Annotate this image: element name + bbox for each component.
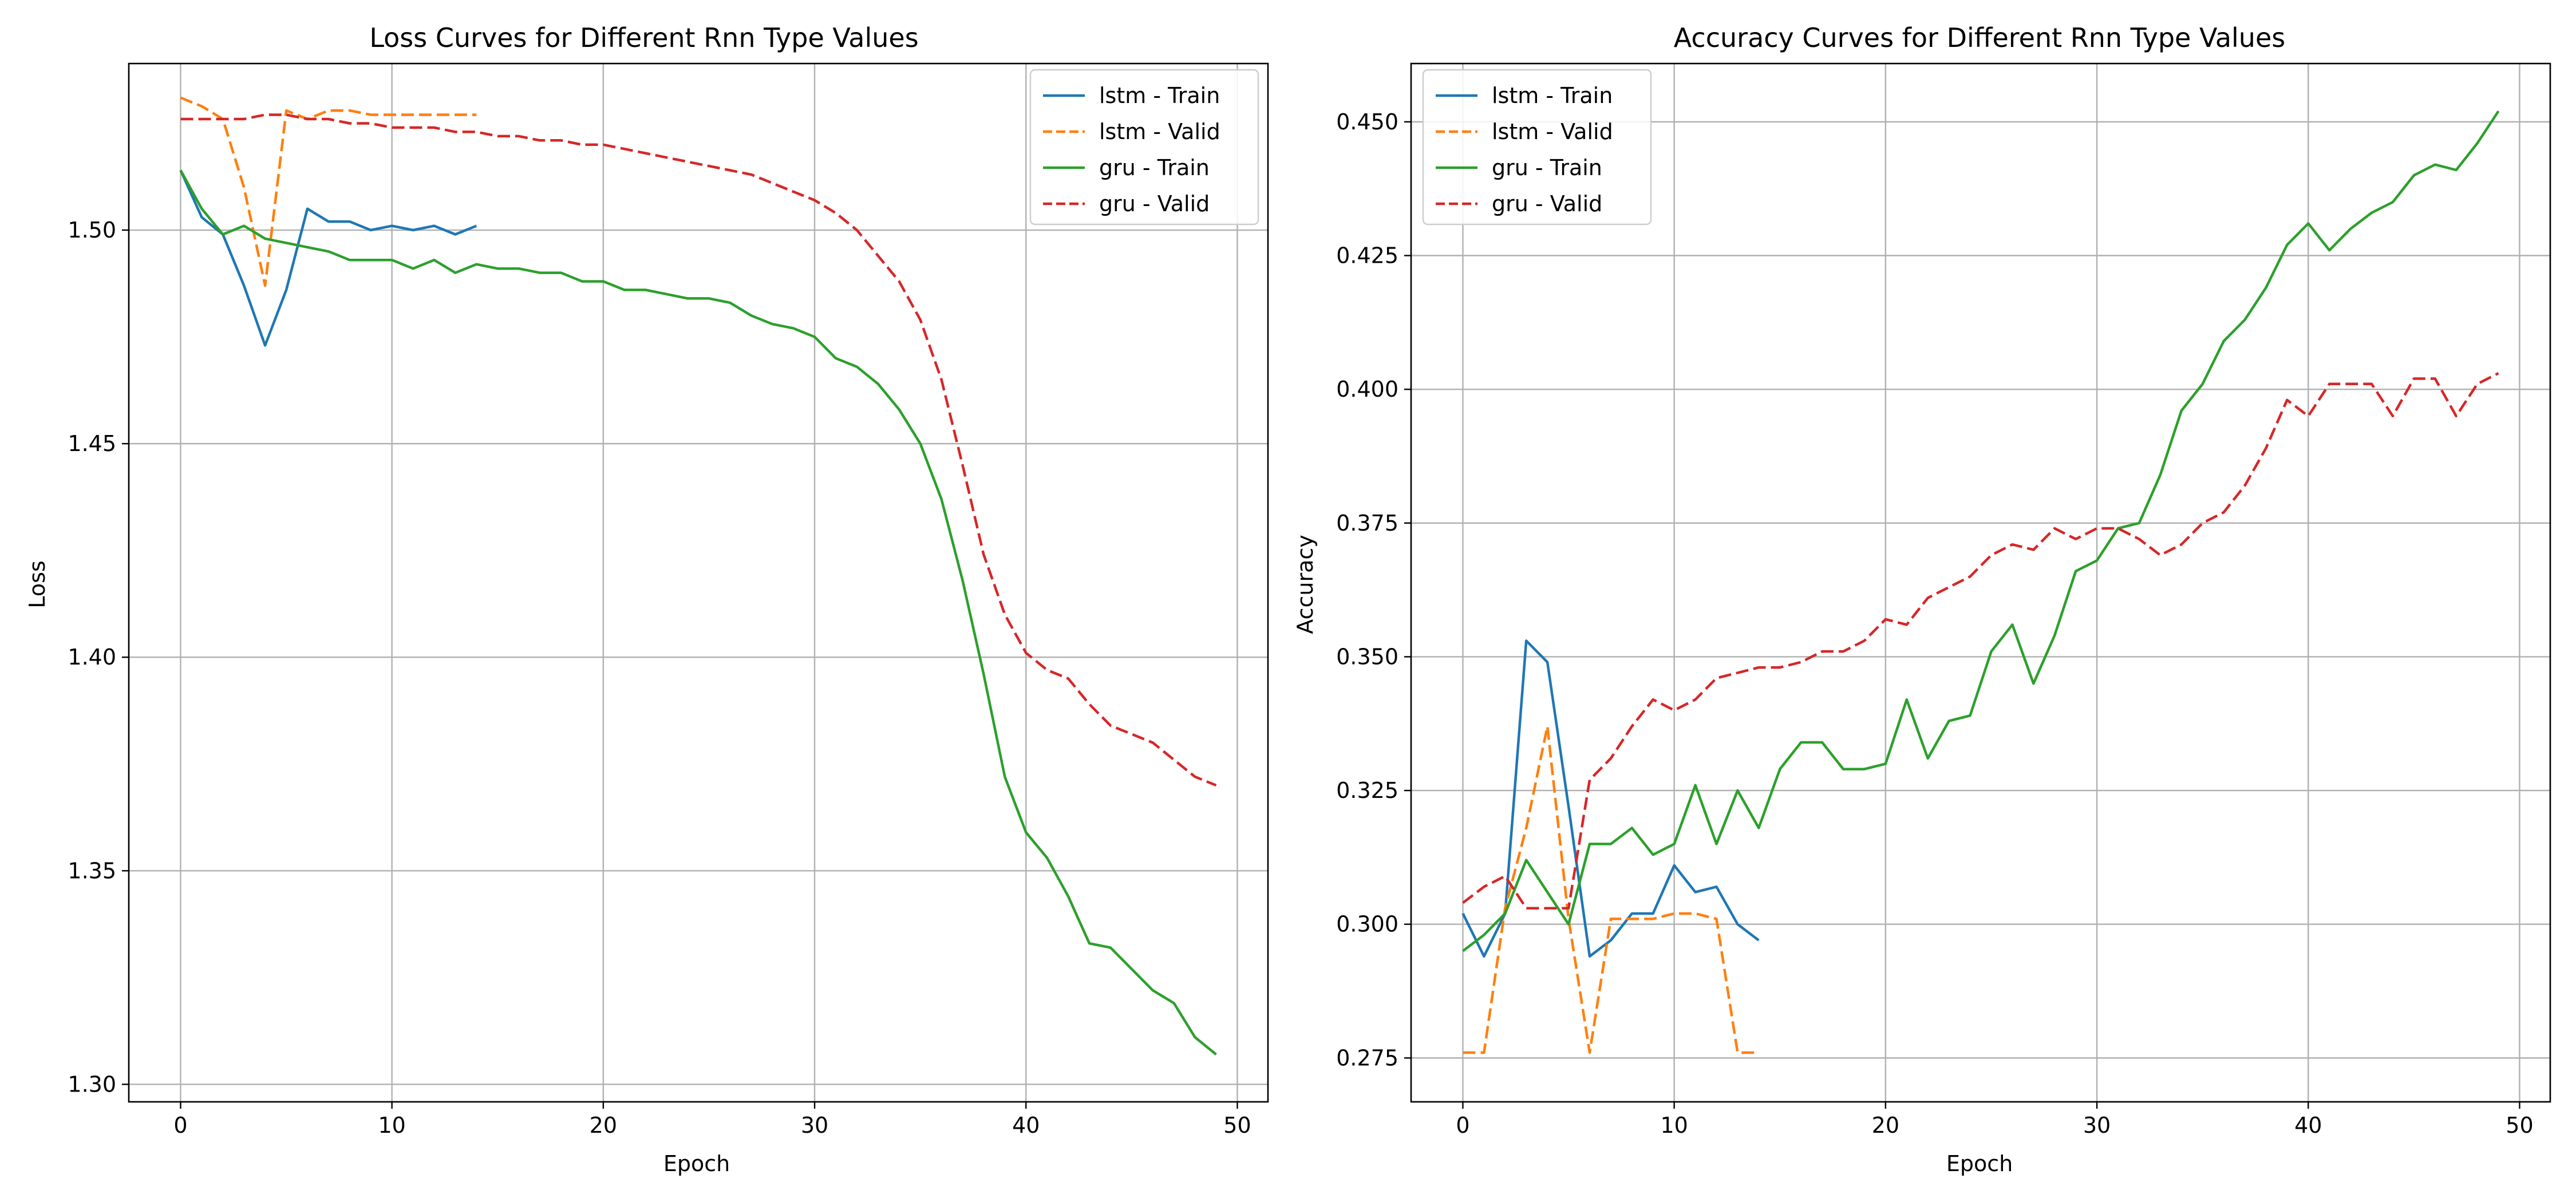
accuracy-chart-y-axis-label: Accuracy [1293,535,1318,634]
loss-chart-x-axis-label: Epoch [663,1151,730,1176]
accuracy-legend-label: lstm - Train [1492,83,1613,108]
accuracy-y-tick-label: 0.275 [1336,1045,1398,1070]
accuracy-y-tick-label: 0.300 [1336,912,1398,937]
loss-legend-label: lstm - Train [1099,83,1220,108]
accuracy-x-tick-label: 30 [2083,1113,2111,1138]
accuracy-series-line-lstm-valid [1463,725,1759,1054]
accuracy-plot-frame [1410,62,2551,1103]
loss-chart-panel: Loss Curves for Different Rnn Type Value… [25,22,1269,1176]
loss-legend-label: gru - Valid [1099,191,1210,216]
loss-y-tick-label: 1.45 [68,431,116,456]
accuracy-x-tick-label: 50 [2506,1113,2533,1138]
loss-series-line-gru-valid [180,113,1217,787]
accuracy-y-tick-label: 0.450 [1336,109,1398,135]
loss-legend-box [1029,69,1259,226]
loss-y-tick-label: 1.30 [68,1071,116,1097]
loss-series-line-lstm-train [179,169,477,347]
accuracy-y-tick-label: 0.375 [1336,511,1398,536]
loss-series-line-gru-train [179,169,1217,1055]
loss-legend-label: gru - Train [1099,155,1210,180]
accuracy-x-tick-label: 20 [1872,1113,1899,1138]
accuracy-y-tick-label: 0.325 [1336,778,1398,803]
loss-x-tick-label: 40 [1012,1113,1040,1138]
accuracy-chart-panel: Accuracy Curves for Different Rnn Type V… [1293,22,2551,1176]
accuracy-y-tick-label: 0.425 [1336,243,1398,268]
accuracy-legend: lstm - Train lstm - Valid gru - Train gru -… [1422,69,1652,226]
accuracy-legend-label: gru - Valid [1492,191,1602,216]
loss-legend: lstm - Train lstm - Valid gru - Train gru -… [1029,69,1259,226]
loss-x-tick-label: 10 [378,1113,405,1138]
accuracy-legend-box [1422,69,1652,226]
accuracy-chart-title: Accuracy Curves for Different Rnn Type V… [1674,22,2285,53]
loss-plot-frame [128,62,1269,1103]
loss-x-tick-label: 50 [1223,1113,1251,1138]
loss-y-tick-label: 1.40 [68,645,116,670]
loss-y-tick-label: 1.35 [68,858,116,883]
accuracy-x-tick-label: 0 [1456,1113,1469,1138]
loss-legend-label: lstm - Valid [1099,119,1220,144]
accuracy-legend-label: gru - Train [1492,155,1602,180]
accuracy-series-line-lstm-train [1461,639,1760,958]
accuracy-y-tick-label: 0.350 [1336,644,1398,669]
accuracy-legend-label: lstm - Valid [1492,119,1613,144]
loss-x-tick-label: 0 [173,1113,187,1138]
accuracy-x-tick-label: 10 [1660,1113,1688,1138]
accuracy-x-tick-label: 40 [2294,1113,2322,1138]
accuracy-chart-x-axis-label: Epoch [1946,1151,2013,1176]
loss-series-line-lstm-valid [180,96,477,287]
loss-y-tick-label: 1.50 [68,218,116,243]
loss-chart-title: Loss Curves for Different Rnn Type Value… [369,22,918,53]
loss-x-tick-label: 30 [801,1113,828,1138]
accuracy-y-tick-label: 0.400 [1336,377,1398,402]
accuracy-series-line-gru-train [1462,110,2500,952]
loss-x-tick-label: 20 [590,1113,617,1138]
loss-chart-y-axis-label: Loss [25,560,50,608]
